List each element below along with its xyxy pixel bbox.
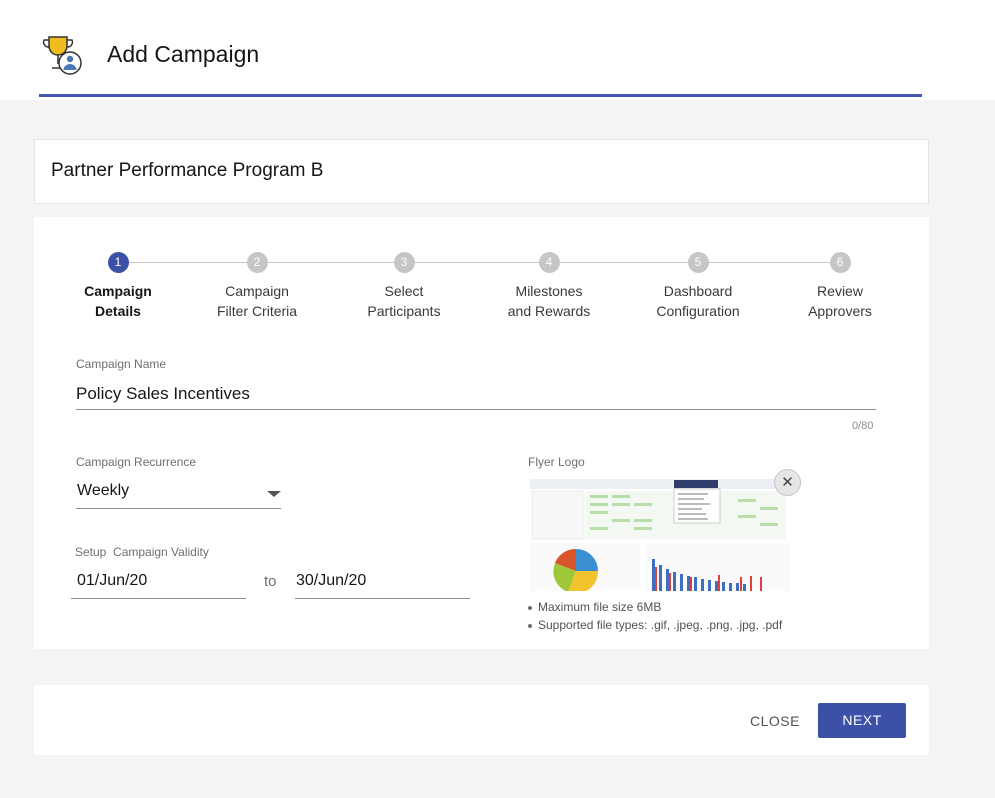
flyer-logo-label: Flyer Logo <box>528 455 585 469</box>
step-label: Dashboard Configuration <box>623 281 773 321</box>
step-number: 4 <box>538 252 560 273</box>
step-number: 5 <box>687 252 709 273</box>
stepper-track <box>118 262 840 263</box>
recurrence-underline <box>76 508 281 509</box>
step-label: Select Participants <box>329 281 479 321</box>
step-label-line: Select <box>384 283 424 299</box>
step-label-line: Campaign <box>84 283 152 299</box>
end-date-input[interactable]: 30/Jun/20 <box>296 572 367 589</box>
campaign-name-label: Campaign Name <box>76 357 167 371</box>
next-button[interactable]: NEXT <box>818 703 906 738</box>
close-button[interactable]: CLOSE <box>750 713 800 729</box>
recurrence-label: Campaign Recurrence <box>76 455 197 469</box>
close-icon: ✕ <box>781 474 794 491</box>
step-label: Milestones and Rewards <box>474 281 624 321</box>
header-divider <box>39 94 922 97</box>
campaign-name-input[interactable]: Policy Sales Incentives <box>76 384 250 403</box>
end-date-underline <box>295 598 470 599</box>
start-date-underline <box>71 598 246 599</box>
step-label-line: Participants <box>367 303 441 319</box>
step-label-line: Details <box>95 303 141 319</box>
hint-text: Supported file types: .gif, .jpeg, .png,… <box>538 618 783 632</box>
step-label-line: Filter Criteria <box>216 303 298 319</box>
step-number: 1 <box>107 252 129 273</box>
step-number: 6 <box>829 252 851 273</box>
step-label-line: Campaign <box>225 283 289 299</box>
hint-item: Maximum file size 6MB <box>528 600 661 614</box>
step-label-line: Configuration <box>656 303 740 319</box>
start-date-input[interactable]: 01/Jun/20 <box>77 572 148 589</box>
recurrence-select[interactable]: Weekly <box>77 482 130 499</box>
step-label-line: Milestones <box>515 283 583 299</box>
validity-label: Setup Campaign Validity <box>75 545 209 559</box>
flyer-logo-preview <box>528 477 791 591</box>
step-campaign-filter-criteria[interactable]: 2 Campaign Filter Criteria <box>182 252 332 321</box>
page-header: Add Campaign <box>0 0 995 100</box>
character-counter: 0/80 <box>852 420 874 432</box>
step-label-line: Approvers <box>808 303 872 319</box>
bullet <box>528 623 532 628</box>
step-number: 3 <box>393 252 415 273</box>
step-label-line: and Rewards <box>507 303 591 319</box>
step-dashboard-configuration[interactable]: 5 Dashboard Configuration <box>623 252 773 321</box>
step-label-line: Review <box>817 283 863 299</box>
campaign-name-underline <box>76 409 876 410</box>
program-card: Partner Performance Program B <box>34 139 929 204</box>
page-title: Add Campaign <box>107 41 260 67</box>
date-separator: to <box>264 573 277 590</box>
step-select-participants[interactable]: 3 Select Participants <box>329 252 479 321</box>
trophy-user-icon <box>42 36 82 75</box>
program-name: Partner Performance Program B <box>51 160 324 181</box>
step-label-line: Dashboard <box>663 283 733 299</box>
bullet <box>528 605 532 610</box>
hint-text: Maximum file size 6MB <box>538 600 662 614</box>
remove-logo-button[interactable]: ✕ <box>774 469 801 496</box>
step-campaign-details[interactable]: 1 Campaign Details <box>43 252 193 321</box>
step-label: Campaign Details <box>43 281 193 321</box>
step-number: 2 <box>246 252 268 273</box>
step-milestones-rewards[interactable]: 4 Milestones and Rewards <box>474 252 624 321</box>
hint-item: Supported file types: .gif, .jpeg, .png,… <box>528 618 782 632</box>
chevron-down-icon[interactable] <box>267 491 281 497</box>
footer-bar <box>34 685 929 755</box>
step-label: Review Approvers <box>765 281 915 321</box>
step-review-approvers[interactable]: 6 Review Approvers <box>765 252 915 321</box>
step-label: Campaign Filter Criteria <box>182 281 332 321</box>
